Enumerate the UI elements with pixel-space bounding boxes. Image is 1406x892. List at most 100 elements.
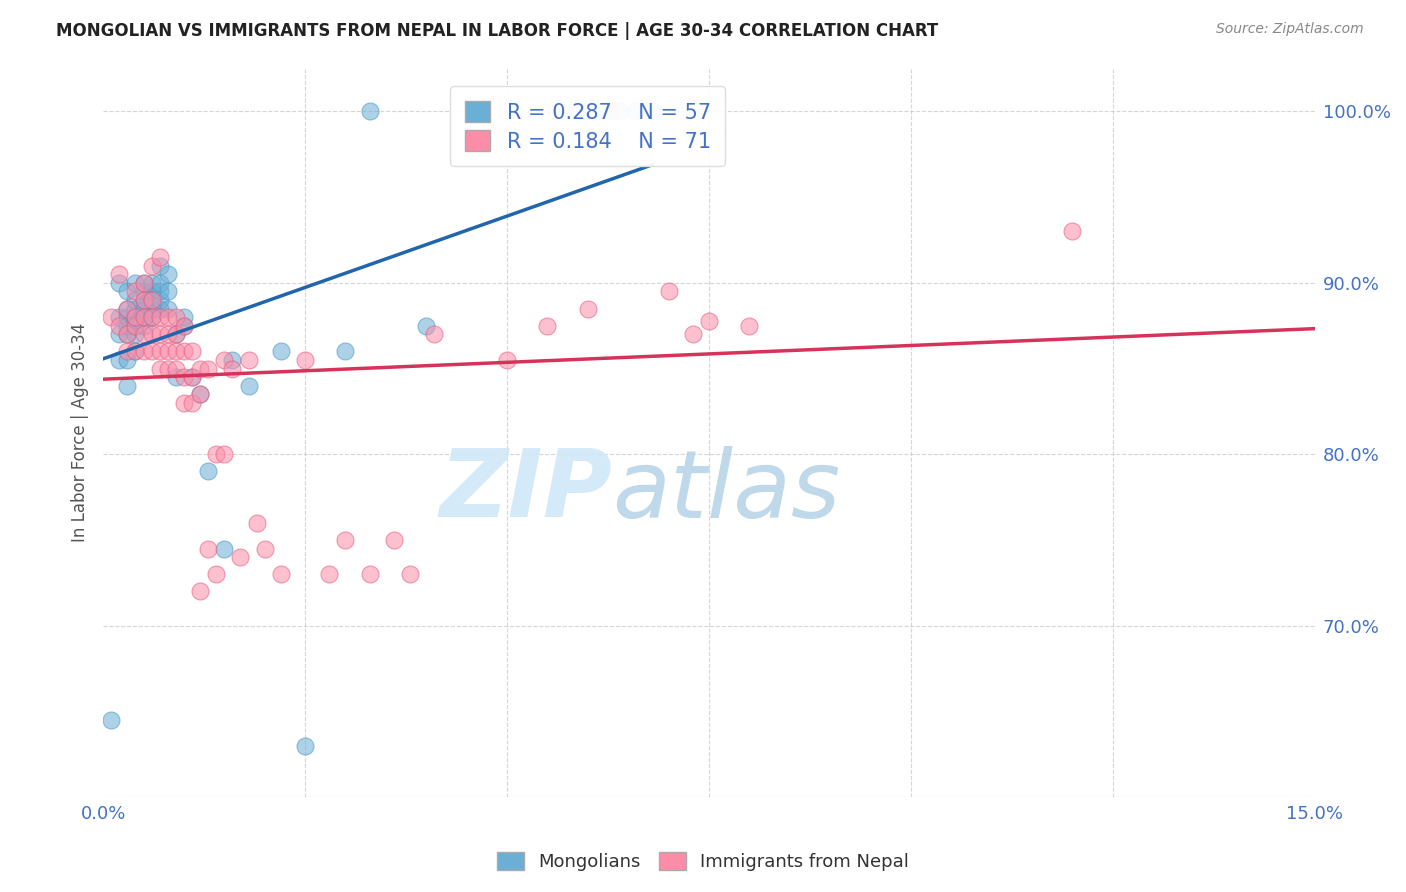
Point bbox=[156, 310, 179, 325]
Point bbox=[117, 353, 139, 368]
Point bbox=[181, 370, 204, 384]
Point bbox=[359, 104, 381, 119]
Point bbox=[415, 318, 437, 333]
Point bbox=[536, 318, 558, 333]
Point bbox=[156, 267, 179, 281]
Point bbox=[132, 344, 155, 359]
Point bbox=[165, 344, 187, 359]
Point bbox=[132, 301, 155, 316]
Point bbox=[132, 310, 155, 325]
Point bbox=[335, 533, 357, 547]
Point bbox=[205, 447, 228, 461]
Legend: Mongolians, Immigrants from Nepal: Mongolians, Immigrants from Nepal bbox=[489, 845, 917, 879]
Point bbox=[149, 344, 172, 359]
Point bbox=[117, 285, 139, 299]
Point bbox=[294, 739, 316, 753]
Point bbox=[141, 259, 163, 273]
Point bbox=[270, 567, 292, 582]
Point bbox=[124, 293, 146, 307]
Y-axis label: In Labor Force | Age 30-34: In Labor Force | Age 30-34 bbox=[72, 323, 89, 542]
Point bbox=[214, 447, 236, 461]
Point bbox=[132, 276, 155, 290]
Point bbox=[609, 104, 631, 119]
Point bbox=[253, 541, 276, 556]
Point bbox=[100, 310, 122, 325]
Point bbox=[1062, 224, 1084, 238]
Point bbox=[238, 353, 260, 368]
Point bbox=[124, 276, 146, 290]
Point bbox=[165, 361, 187, 376]
Point bbox=[124, 344, 146, 359]
Point bbox=[132, 293, 155, 307]
Point bbox=[181, 370, 204, 384]
Point bbox=[149, 310, 172, 325]
Point bbox=[197, 541, 219, 556]
Point bbox=[173, 310, 195, 325]
Point bbox=[188, 584, 211, 599]
Point bbox=[117, 318, 139, 333]
Point bbox=[156, 327, 179, 342]
Point bbox=[108, 310, 131, 325]
Text: Source: ZipAtlas.com: Source: ZipAtlas.com bbox=[1216, 22, 1364, 37]
Point bbox=[156, 361, 179, 376]
Point bbox=[399, 567, 422, 582]
Point bbox=[188, 361, 211, 376]
Point bbox=[221, 361, 243, 376]
Point bbox=[141, 293, 163, 307]
Point bbox=[141, 285, 163, 299]
Point bbox=[124, 301, 146, 316]
Point bbox=[124, 310, 146, 325]
Point bbox=[149, 293, 172, 307]
Point bbox=[238, 378, 260, 392]
Point bbox=[697, 313, 720, 327]
Point bbox=[108, 327, 131, 342]
Point bbox=[149, 276, 172, 290]
Point bbox=[423, 327, 446, 342]
Point bbox=[149, 250, 172, 264]
Point bbox=[156, 301, 179, 316]
Point bbox=[132, 310, 155, 325]
Point bbox=[165, 327, 187, 342]
Point bbox=[141, 301, 163, 316]
Point bbox=[359, 567, 381, 582]
Point bbox=[132, 276, 155, 290]
Point bbox=[214, 353, 236, 368]
Point bbox=[600, 104, 623, 119]
Point bbox=[124, 318, 146, 333]
Point bbox=[657, 285, 679, 299]
Point bbox=[141, 310, 163, 325]
Point bbox=[173, 318, 195, 333]
Point bbox=[294, 353, 316, 368]
Point bbox=[197, 464, 219, 478]
Point bbox=[100, 713, 122, 727]
Point bbox=[156, 344, 179, 359]
Point bbox=[165, 327, 187, 342]
Point bbox=[117, 310, 139, 325]
Point bbox=[335, 344, 357, 359]
Point bbox=[108, 276, 131, 290]
Point bbox=[229, 550, 252, 565]
Point bbox=[318, 567, 340, 582]
Point bbox=[117, 327, 139, 342]
Point bbox=[124, 344, 146, 359]
Legend: R = 0.287    N = 57, R = 0.184    N = 71: R = 0.287 N = 57, R = 0.184 N = 71 bbox=[450, 87, 725, 166]
Point bbox=[149, 301, 172, 316]
Point bbox=[141, 293, 163, 307]
Point bbox=[108, 267, 131, 281]
Point bbox=[221, 353, 243, 368]
Point bbox=[124, 310, 146, 325]
Point bbox=[165, 310, 187, 325]
Point bbox=[108, 353, 131, 368]
Point bbox=[141, 276, 163, 290]
Point bbox=[576, 301, 599, 316]
Point bbox=[117, 301, 139, 316]
Point bbox=[641, 104, 664, 119]
Point bbox=[149, 327, 172, 342]
Point bbox=[496, 353, 519, 368]
Point bbox=[132, 327, 155, 342]
Point bbox=[141, 310, 163, 325]
Point bbox=[117, 327, 139, 342]
Point bbox=[738, 318, 761, 333]
Point bbox=[124, 327, 146, 342]
Point bbox=[132, 285, 155, 299]
